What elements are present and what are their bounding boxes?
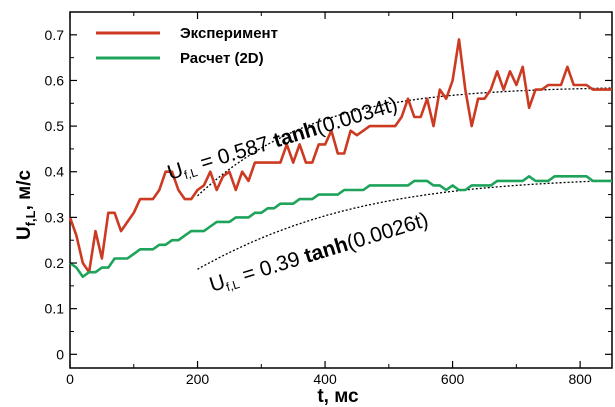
series-line-0 (68, 38, 612, 274)
y-tick-label: 0.3 (45, 209, 65, 225)
fit-equation-experiment-coef: = 0.587 (192, 130, 277, 176)
legend-label-simulation: Расчет (2D) (180, 50, 264, 67)
y-tick-label: 0.7 (45, 27, 65, 43)
y-axis-title: Uf,L, м/с (14, 170, 38, 241)
fit-equation-experiment: Uf,L = 0.587 tanh(0.0034t) (165, 93, 401, 187)
y-tick-label: 0.6 (45, 72, 65, 88)
y-axis-title-symbol: U (14, 226, 35, 240)
fit-curves (197, 87, 613, 270)
fit-curve-0 (197, 87, 613, 197)
series-line-1 (69, 175, 612, 279)
fit-equation-experiment-arg: (0.0034t) (313, 93, 400, 140)
y-tick-label: 0.2 (45, 255, 65, 271)
x-axis-ticks: 0 200 400 600 800 (66, 12, 592, 387)
y-tick-label: 0.5 (45, 118, 65, 134)
fit-curve-1 (197, 179, 613, 270)
fit-equation-experiment-subscript: f,L (182, 165, 199, 182)
y-tick-label: 0.1 (45, 301, 65, 317)
fit-equation-simulation-coef: = 0.39 (234, 246, 308, 289)
y-axis-title-subscript: f,L (23, 210, 38, 226)
x-tick-label: 400 (313, 371, 337, 387)
fit-equation-simulation: Uf,L = 0.39 tanh(0.0026t) (207, 208, 432, 298)
fit-equation-simulation-symbol: U (207, 270, 228, 296)
x-tick-label: 0 (66, 371, 74, 387)
fit-equation-simulation-subscript: f,L (224, 277, 241, 294)
x-axis-title: t, мс (317, 386, 359, 407)
legend: Эксперимент Расчет (2D) (96, 25, 278, 67)
x-tick-label: 800 (568, 371, 592, 387)
y-axis-title-unit: , м/с (14, 170, 35, 211)
series-lines (68, 38, 612, 279)
fit-equation-simulation-arg: (0.0026t) (344, 208, 431, 255)
x-tick-label: 600 (441, 371, 465, 387)
fit-equation-simulation-fn: tanh (302, 233, 351, 268)
plot-frame (69, 11, 613, 369)
y-tick-label: 0.4 (45, 164, 65, 180)
x-tick-label: 200 (186, 371, 210, 387)
plot-area-border (69, 11, 613, 369)
fit-equation-experiment-fn: tanh (271, 117, 320, 152)
y-tick-label: 0 (56, 346, 64, 362)
fit-equation-experiment-symbol: U (165, 158, 186, 184)
y-axis-ticks: 0 0.1 0.2 0.3 0.4 0.5 0.6 0.7 (45, 11, 612, 362)
legend-label-experiment: Эксперимент (180, 25, 278, 42)
